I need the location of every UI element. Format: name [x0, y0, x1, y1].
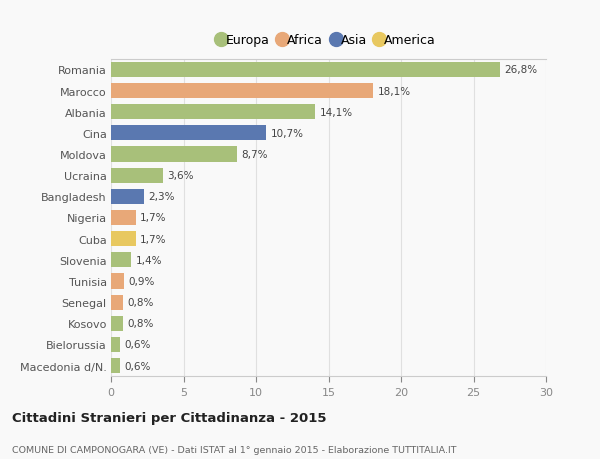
- Text: 3,6%: 3,6%: [167, 171, 194, 181]
- Bar: [111, 358, 120, 374]
- Text: 2,3%: 2,3%: [149, 192, 175, 202]
- Text: 0,8%: 0,8%: [127, 319, 154, 329]
- Legend: Europa, Africa, Asia, America: Europa, Africa, Asia, America: [221, 34, 436, 47]
- Bar: [111, 84, 373, 99]
- Bar: [111, 337, 120, 353]
- Text: 10,7%: 10,7%: [271, 129, 304, 139]
- Text: 1,4%: 1,4%: [136, 255, 162, 265]
- Text: Cittadini Stranieri per Cittadinanza - 2015: Cittadini Stranieri per Cittadinanza - 2…: [12, 412, 326, 425]
- Text: 0,9%: 0,9%: [128, 276, 155, 286]
- Bar: [111, 126, 266, 141]
- Text: 0,6%: 0,6%: [124, 340, 151, 350]
- Text: COMUNE DI CAMPONOGARA (VE) - Dati ISTAT al 1° gennaio 2015 - Elaborazione TUTTIT: COMUNE DI CAMPONOGARA (VE) - Dati ISTAT …: [12, 445, 457, 454]
- Bar: [111, 168, 163, 184]
- Bar: [111, 147, 237, 162]
- Bar: [111, 295, 122, 310]
- Text: 8,7%: 8,7%: [242, 150, 268, 160]
- Bar: [111, 62, 500, 78]
- Bar: [111, 210, 136, 226]
- Text: 18,1%: 18,1%: [378, 86, 411, 96]
- Text: 1,7%: 1,7%: [140, 234, 167, 244]
- Bar: [111, 231, 136, 247]
- Text: 0,6%: 0,6%: [124, 361, 151, 371]
- Text: 26,8%: 26,8%: [504, 65, 537, 75]
- Bar: [111, 274, 124, 289]
- Text: 0,8%: 0,8%: [127, 297, 154, 308]
- Bar: [111, 105, 316, 120]
- Text: 14,1%: 14,1%: [320, 107, 353, 118]
- Text: 1,7%: 1,7%: [140, 213, 167, 223]
- Bar: [111, 252, 131, 268]
- Bar: [111, 189, 145, 205]
- Bar: [111, 316, 122, 331]
